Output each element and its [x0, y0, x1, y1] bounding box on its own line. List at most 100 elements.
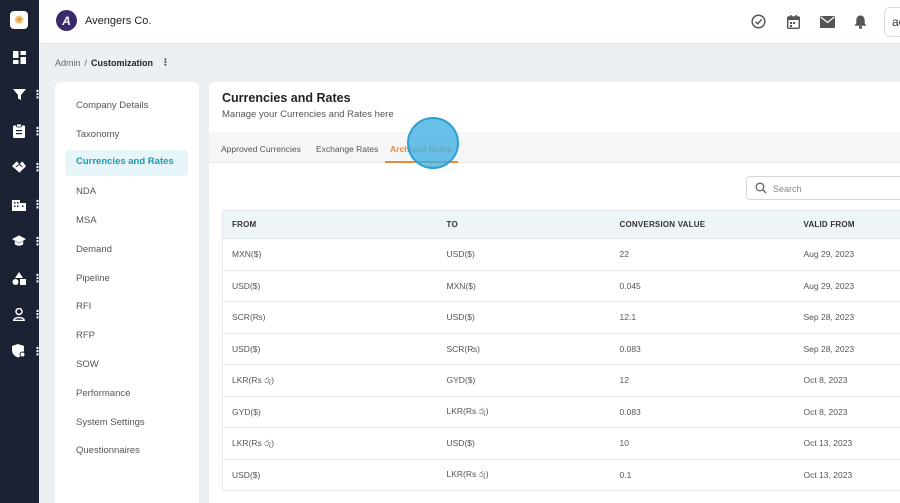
- rail-item-menu-dots[interactable]: ⋮: [32, 198, 43, 211]
- rail-item-menu-dots[interactable]: ⋮: [32, 272, 43, 285]
- menu-item-nda[interactable]: NDA: [76, 186, 97, 197]
- main-panel: Currencies and Rates Manage your Currenc…: [209, 82, 900, 503]
- cell-to: USD($): [437, 301, 611, 334]
- cell-conversion-value: 10: [610, 427, 795, 460]
- calendar-icon[interactable]: [785, 13, 802, 30]
- rail-item-dashboard[interactable]: [0, 47, 39, 67]
- cell-from: SCR(₨): [222, 301, 438, 334]
- rail-item-menu-dots[interactable]: ⋮: [32, 125, 43, 138]
- cell-conversion-value: 12: [610, 364, 795, 397]
- table-row[interactable]: LKR(Rs රු) USD($) 10 Oct 13, 2023: [222, 427, 900, 460]
- menu-item-performance[interactable]: Performance: [76, 388, 131, 399]
- search-input[interactable]: [773, 181, 898, 196]
- table-header-row: FROM TO CONVERSION VALUE VALID FROM: [222, 210, 900, 239]
- cell-valid-from: Oct 13, 2023: [794, 459, 900, 491]
- shapes-icon: [12, 271, 26, 285]
- breadcrumb-separator: /: [84, 57, 88, 68]
- menu-item-company-details[interactable]: Company Details: [76, 100, 149, 111]
- table-row[interactable]: MXN($) USD($) 22 Aug 29, 2023: [222, 238, 900, 271]
- brand-logo-icon[interactable]: A: [56, 10, 77, 31]
- menu-item-rfi[interactable]: RFI: [76, 301, 92, 312]
- cell-from: USD($): [222, 333, 438, 365]
- shield-gear-icon: [12, 344, 26, 358]
- cell-valid-from: Oct 8, 2023: [794, 396, 900, 428]
- tab-bar: Approved Currencies Exchange Rates Archi…: [209, 132, 900, 163]
- bell-icon[interactable]: [852, 13, 869, 30]
- cell-from: GYD($): [222, 396, 438, 428]
- table-row[interactable]: USD($) LKR(Rs රු) 0.1 Oct 13, 2023: [222, 459, 900, 491]
- rail-item-clipboard[interactable]: ⋮: [0, 121, 43, 141]
- rail-item-menu-dots[interactable]: ⋮: [32, 88, 43, 101]
- column-header-from[interactable]: FROM: [222, 210, 438, 239]
- rail-item-menu-dots[interactable]: ⋮: [32, 235, 43, 248]
- menu-item-questionnaires[interactable]: Questionnaires: [76, 445, 140, 456]
- cell-to: LKR(Rs රු): [437, 459, 611, 491]
- menu-item-taxonomy[interactable]: Taxonomy: [76, 129, 120, 140]
- icon-rail: ✺ ⋮ ⋮ ⋮ ⋮ ⋮ ⋮: [0, 0, 43, 503]
- rail-item-user[interactable]: ⋮: [0, 304, 43, 324]
- rail-item-graduation[interactable]: ⋮: [0, 231, 43, 251]
- settings-menu: Company Details Taxonomy Currencies and …: [55, 82, 199, 503]
- menu-item-pipeline[interactable]: Pipeline: [76, 273, 110, 284]
- app-logo-icon[interactable]: ✺: [10, 11, 28, 29]
- menu-item-msa[interactable]: MSA: [76, 215, 97, 226]
- column-header-to[interactable]: TO: [437, 210, 611, 239]
- archived-rates-table: FROM TO CONVERSION VALUE VALID FROM MXN(…: [222, 210, 900, 503]
- column-header-valid-from[interactable]: VALID FROM: [794, 210, 900, 239]
- column-header-conversion-value[interactable]: CONVERSION VALUE: [610, 210, 795, 239]
- click-indicator: [407, 117, 459, 169]
- cell-from: LKR(Rs රු): [222, 427, 438, 460]
- handshake-icon: [12, 160, 26, 174]
- search-icon: [755, 182, 767, 194]
- rail-item-shapes[interactable]: ⋮: [0, 268, 43, 288]
- cell-to: MXN($): [437, 270, 611, 302]
- cell-conversion-value: 0.045: [610, 270, 795, 302]
- rail-item-menu-dots[interactable]: ⋮: [32, 345, 43, 358]
- breadcrumb-menu-icon[interactable]: ⋮: [161, 57, 171, 67]
- cell-conversion-value: 0.083: [610, 333, 795, 365]
- cell-to: GYD($): [437, 364, 611, 397]
- page-title: Currencies and Rates: [222, 91, 351, 105]
- rail-item-building[interactable]: ⋮: [0, 194, 43, 214]
- cell-conversion-value: 22: [610, 238, 795, 271]
- user-avatar[interactable]: ac: [884, 7, 900, 37]
- menu-item-rfp[interactable]: RFP: [76, 330, 95, 341]
- cell-to: SCR(₨): [437, 333, 611, 365]
- menu-item-sow[interactable]: SOW: [76, 359, 99, 370]
- table-row[interactable]: USD($) SCR(₨) 0.083 Sep 28, 2023: [222, 333, 900, 365]
- menu-item-demand[interactable]: Demand: [76, 244, 112, 255]
- mail-icon[interactable]: [819, 13, 836, 30]
- top-header: A Avengers Co. ac: [39, 0, 900, 44]
- breadcrumb-root[interactable]: Admin: [55, 57, 81, 68]
- graduation-cap-icon: [12, 234, 26, 248]
- menu-item-system-settings[interactable]: System Settings: [76, 417, 145, 428]
- table-row[interactable]: LKR(Rs රු) GYD($) 12 Oct 8, 2023: [222, 364, 900, 397]
- building-icon: [12, 197, 26, 211]
- tab-approved-currencies[interactable]: Approved Currencies: [221, 144, 301, 154]
- rail-item-menu-dots[interactable]: ⋮: [32, 308, 43, 321]
- check-circle-icon[interactable]: [750, 13, 767, 30]
- table-row[interactable]: USD($) MXN($) 0.045 Aug 29, 2023: [222, 270, 900, 302]
- rail-item-shield-settings[interactable]: ⋮: [0, 341, 43, 361]
- menu-item-currencies-and-rates[interactable]: Currencies and Rates: [65, 150, 188, 176]
- rail-item-handshake[interactable]: ⋮: [0, 157, 43, 177]
- table-row[interactable]: SCR(₨) USD($) 12.1 Sep 28, 2023: [222, 301, 900, 334]
- cell-from: USD($): [222, 270, 438, 302]
- cell-valid-from: Oct 13, 2023: [794, 427, 900, 460]
- tab-exchange-rates[interactable]: Exchange Rates: [316, 144, 379, 154]
- cell-valid-from: Sep 28, 2023: [794, 333, 900, 365]
- cell-conversion-value: 12.1: [610, 301, 795, 334]
- cell-to: USD($): [437, 427, 611, 460]
- rail-item-menu-dots[interactable]: ⋮: [32, 161, 43, 174]
- cell-valid-from: Aug 29, 2023: [794, 238, 900, 271]
- breadcrumb: Admin / Customization ⋮: [55, 57, 170, 68]
- brand-name: Avengers Co.: [85, 15, 152, 27]
- dashboard-icon: [12, 50, 26, 64]
- cell-conversion-value: 0.083: [610, 396, 795, 428]
- rail-item-filter[interactable]: ⋮: [0, 84, 43, 104]
- cell-valid-from: Oct 8, 2023: [794, 364, 900, 397]
- search-box: [746, 176, 900, 200]
- breadcrumb-current: Customization: [91, 57, 154, 68]
- cell-conversion-value: 0.1: [610, 459, 795, 491]
- table-row[interactable]: GYD($) LKR(Rs රු) 0.083 Oct 8, 2023: [222, 396, 900, 428]
